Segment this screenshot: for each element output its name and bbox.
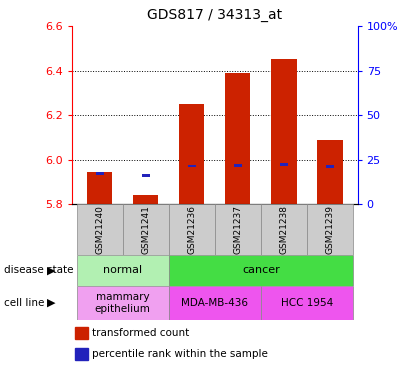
Bar <box>261 204 307 255</box>
Text: GSM21236: GSM21236 <box>187 205 196 254</box>
Text: MDA-MB-436: MDA-MB-436 <box>181 298 248 308</box>
Bar <box>75 327 88 339</box>
Text: cancer: cancer <box>242 266 280 275</box>
Text: mammary
epithelium: mammary epithelium <box>95 292 150 314</box>
Bar <box>141 174 150 177</box>
Bar <box>122 204 169 255</box>
Bar <box>76 255 169 286</box>
Text: cell line: cell line <box>4 298 44 308</box>
Bar <box>225 73 250 204</box>
Bar <box>75 348 88 360</box>
Text: disease state: disease state <box>4 266 74 275</box>
Bar <box>271 58 296 204</box>
Bar <box>188 165 196 167</box>
Text: GSM21240: GSM21240 <box>95 205 104 254</box>
Text: GSM21237: GSM21237 <box>233 205 242 254</box>
Bar <box>169 286 261 320</box>
Title: GDS817 / 34313_at: GDS817 / 34313_at <box>147 9 282 22</box>
Bar <box>261 286 353 320</box>
Bar <box>76 286 169 320</box>
Bar <box>234 164 242 167</box>
Text: ▶: ▶ <box>47 298 55 308</box>
Bar <box>169 204 215 255</box>
Text: normal: normal <box>103 266 142 275</box>
Bar <box>87 172 112 204</box>
Text: GSM21239: GSM21239 <box>326 205 335 254</box>
Bar <box>76 204 122 255</box>
Bar <box>307 204 353 255</box>
Text: percentile rank within the sample: percentile rank within the sample <box>92 349 268 359</box>
Bar <box>95 172 104 174</box>
Bar <box>133 195 158 204</box>
Bar <box>179 104 204 204</box>
Text: HCC 1954: HCC 1954 <box>281 298 333 308</box>
Bar <box>280 164 288 166</box>
Text: GSM21241: GSM21241 <box>141 205 150 254</box>
Bar <box>317 140 343 204</box>
Bar <box>326 165 334 168</box>
Bar <box>169 255 353 286</box>
Text: transformed count: transformed count <box>92 328 189 338</box>
Bar <box>215 204 261 255</box>
Text: GSM21238: GSM21238 <box>279 205 289 254</box>
Text: ▶: ▶ <box>47 266 55 275</box>
